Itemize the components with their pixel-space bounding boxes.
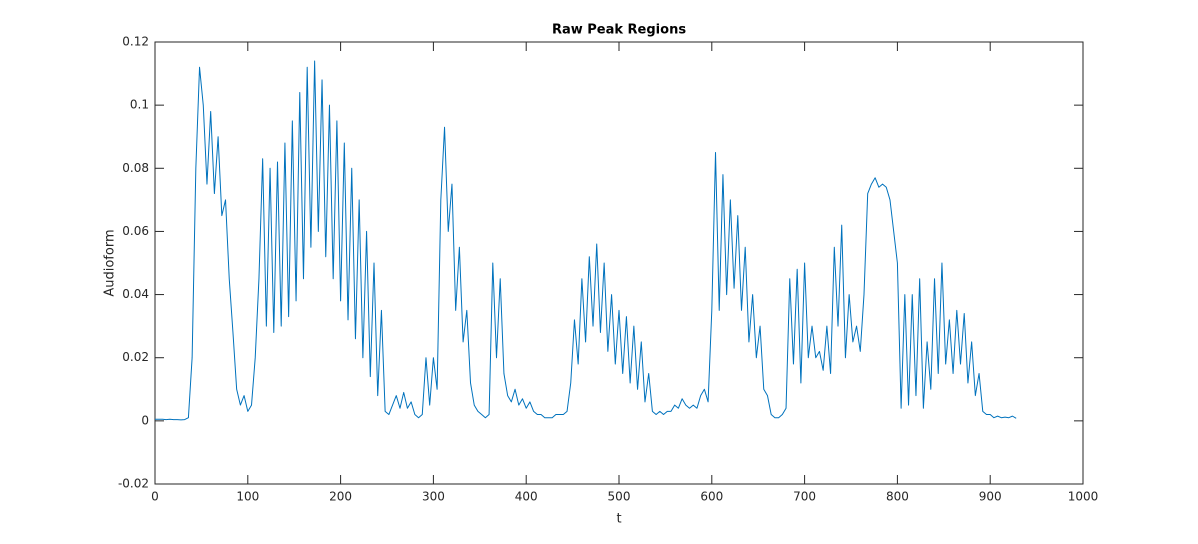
y-tick-label: 0.12: [122, 35, 149, 49]
chart-title: Raw Peak Regions: [552, 23, 686, 38]
x-tick-label: 1000: [1068, 490, 1099, 504]
x-tick-label: 400: [515, 490, 538, 504]
x-tick-label: 600: [700, 490, 723, 504]
x-tick-label: 900: [979, 490, 1002, 504]
data-line: [155, 60, 1017, 421]
y-tick-label: 0: [141, 413, 149, 427]
x-tick-label: 700: [793, 490, 816, 504]
y-axis-label: Audioform: [103, 229, 118, 296]
y-tick-label: 0.04: [122, 287, 149, 301]
x-tick-label: 300: [422, 490, 445, 504]
x-axis-label: t: [616, 512, 621, 527]
x-tick-label: 0: [151, 490, 159, 504]
y-tick-label: -0.02: [118, 477, 149, 491]
x-tick-label: 800: [886, 490, 909, 504]
x-tick-label: 200: [329, 490, 352, 504]
plot-area: [154, 41, 1084, 485]
y-tick-label: 0.02: [122, 350, 149, 364]
x-tick-label: 500: [608, 490, 631, 504]
y-tick-label: 0.06: [122, 224, 149, 238]
x-tick-label: 100: [236, 490, 259, 504]
y-tick-label: 0.1: [130, 98, 149, 112]
y-tick-label: 0.08: [122, 161, 149, 175]
